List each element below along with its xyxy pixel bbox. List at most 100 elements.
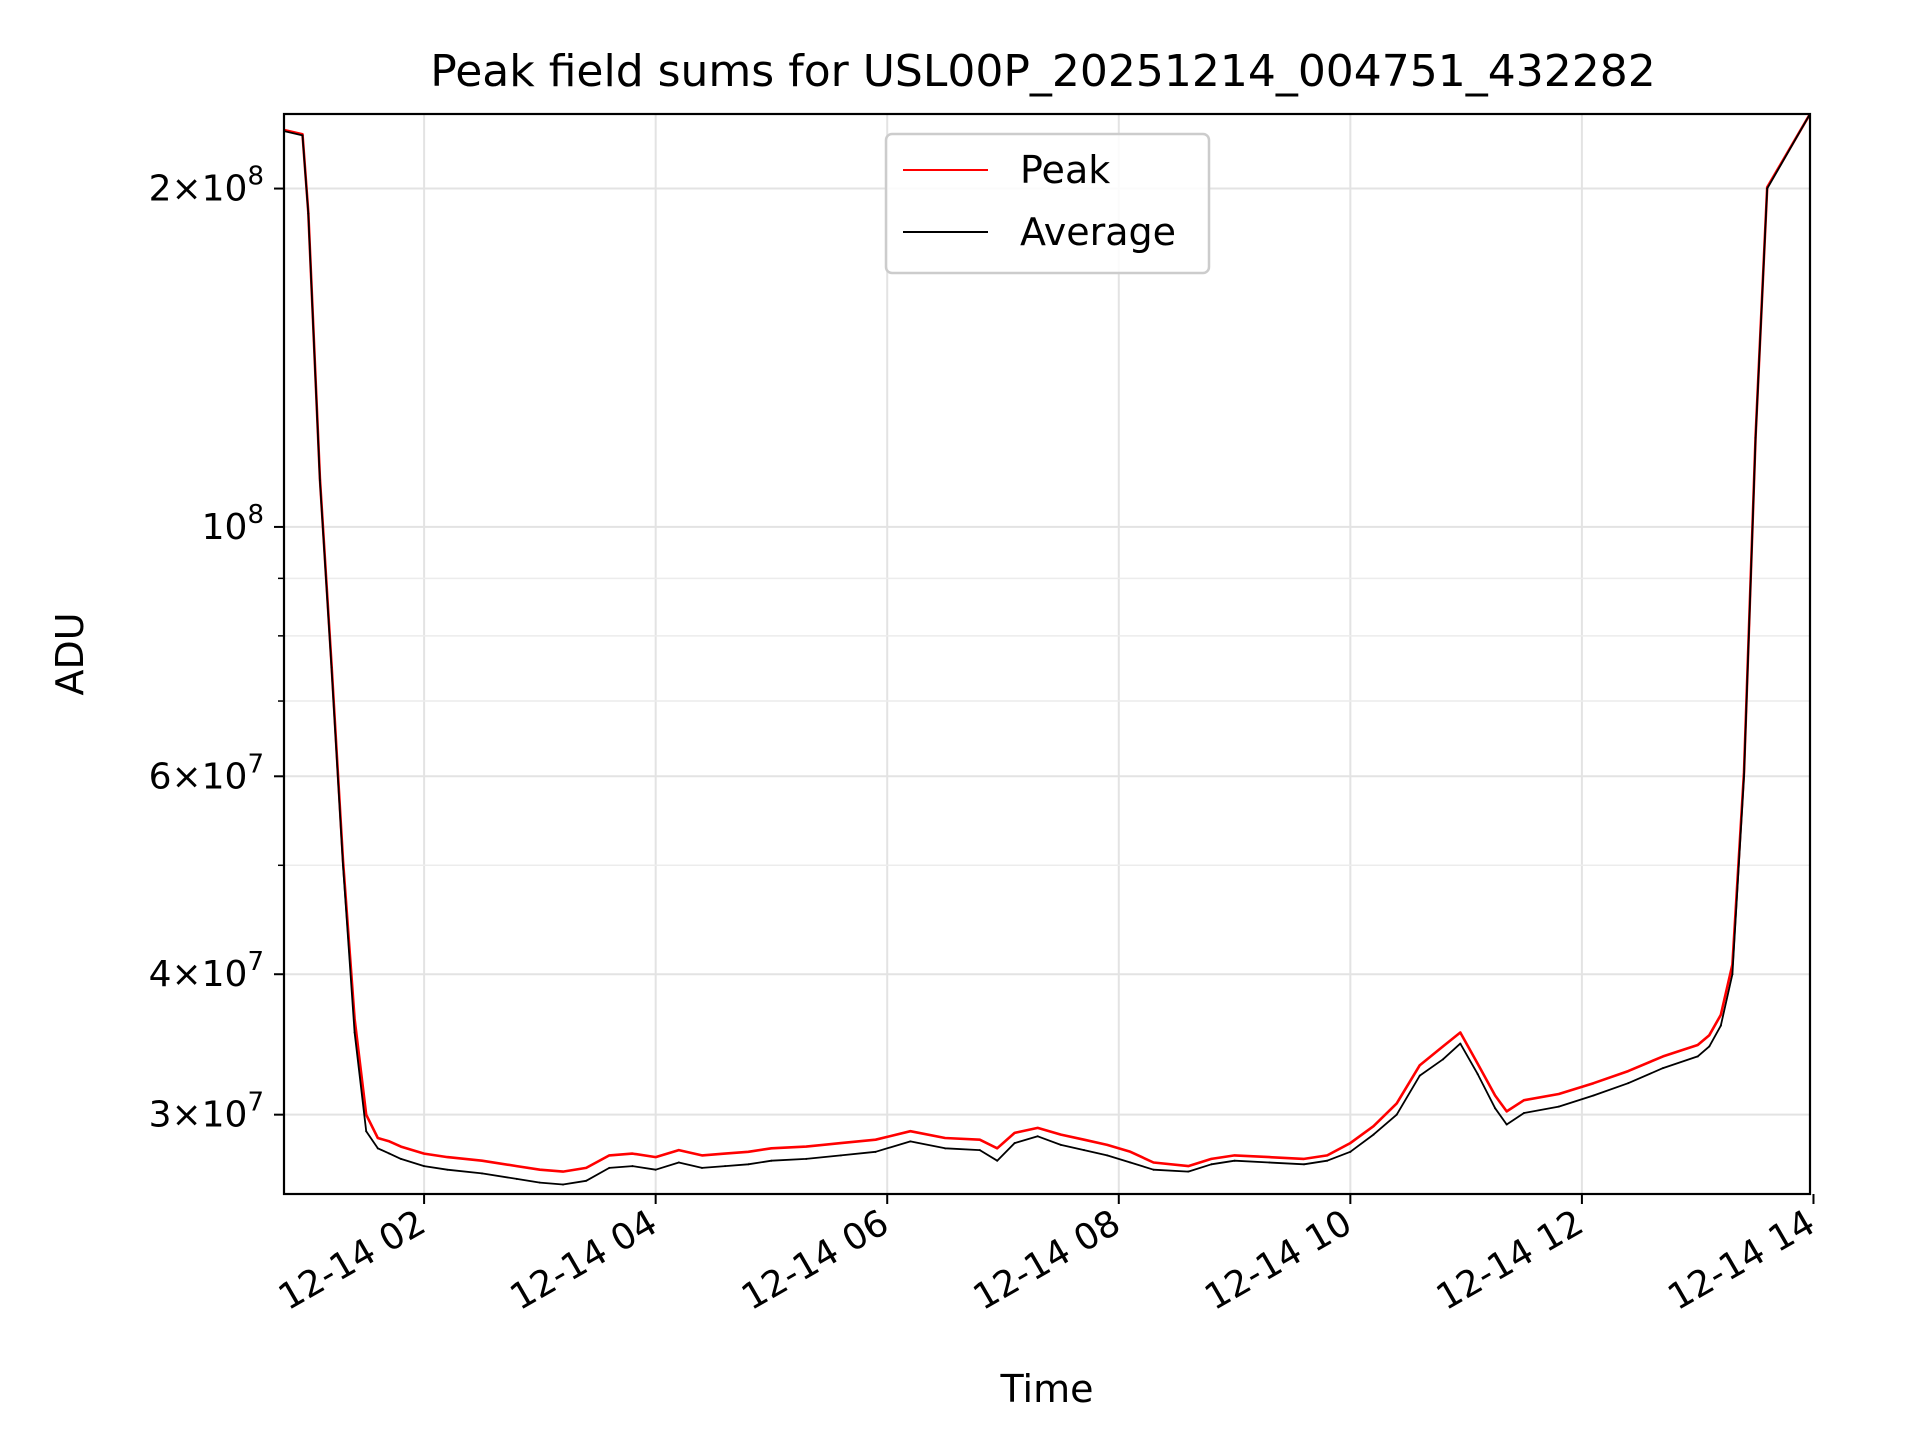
legend-average-label: Average [1020,210,1176,254]
series-peak-point [770,1147,773,1150]
series-peak-point [399,1145,402,1148]
plot-frame [282,112,1812,1196]
series-average-point [1557,1105,1560,1108]
series-average-point [909,1140,912,1143]
series-peak-point [480,1159,483,1162]
series-peak-point [1349,1142,1352,1145]
series-peak-point [805,1145,808,1148]
series-peak-point [1152,1161,1155,1164]
series-peak-point [631,1152,634,1155]
y-tick-exponent: 7 [247,947,264,977]
series-average-line [284,114,1810,1186]
series-average-point [1719,1024,1722,1027]
y-tick-label: 2×108 [149,162,264,210]
series-average-point [376,1147,379,1150]
series-average-point [446,1168,449,1171]
series-average-point [1059,1143,1062,1146]
series-layer [284,114,1810,1186]
series-peak-point [376,1136,379,1139]
series-average-point [1372,1133,1375,1136]
series-peak-point [724,1152,727,1155]
series-average-point [1233,1159,1236,1162]
series-average-point [562,1183,565,1186]
series-average-point [1395,1113,1398,1116]
series-average-point [1766,187,1769,190]
series-peak-point [388,1140,391,1143]
series-peak-point [1441,1045,1444,1048]
series-average-point [318,479,321,482]
series-average-point [677,1161,680,1164]
y-tick-label: 108 [202,500,264,548]
series-peak-point [1210,1157,1213,1160]
y-tick-exponent: 7 [247,749,264,779]
series-average-point [1441,1058,1444,1061]
series-peak-point [515,1165,518,1168]
series-peak-point [978,1138,981,1141]
series-average-point [1696,1055,1699,1058]
series-peak-point [1083,1138,1086,1141]
series-peak-point [1036,1126,1039,1129]
series-average-point [724,1165,727,1168]
series-average-point [608,1166,611,1169]
series-average-point [978,1149,981,1152]
series-average-point [1459,1042,1462,1045]
series-peak-point [874,1138,877,1141]
legend: Peak Average [884,132,1211,275]
series-peak-point [1719,1013,1722,1016]
series-average-point [538,1181,541,1184]
series-peak-point [1592,1082,1595,1085]
series-average-point [1523,1112,1526,1115]
series-peak-point [1708,1034,1711,1037]
series-peak-point [1013,1131,1016,1134]
series-average-point [1187,1170,1190,1173]
y-tick-exponent: 8 [247,500,264,530]
y-tick-exponent: 7 [247,1088,264,1118]
series-average-point [330,666,333,669]
series-peak-point [1523,1099,1526,1102]
series-average-point [1627,1082,1630,1085]
series-peak-point [562,1170,565,1173]
y-tick-label: 4×107 [149,947,264,995]
series-average-point [1326,1159,1329,1162]
series-average-point [1661,1067,1664,1070]
series-peak-point [1059,1133,1062,1136]
series-average-point [1106,1154,1109,1157]
series-peak-point [1326,1154,1329,1157]
series-peak-point [909,1130,912,1133]
series-average-point [700,1166,703,1169]
y-axis-label: ADU [48,612,92,695]
series-peak-point [1476,1062,1479,1065]
series-average-point [839,1154,842,1157]
series-peak-point [1106,1143,1109,1146]
series-peak-point [1459,1031,1462,1034]
series-average-point [342,864,345,867]
series-peak-point [839,1142,842,1145]
series-peak-point [1395,1102,1398,1105]
series-average-point [1152,1168,1155,1171]
y-tick-label: 6×107 [149,749,264,797]
series-average-point [1743,775,1746,778]
series-average-point [1210,1163,1213,1166]
series-peak-point [700,1154,703,1157]
series-average-point [365,1130,368,1133]
series-average-point [1708,1045,1711,1048]
series-average-point [654,1168,657,1171]
series-peak-point [1627,1070,1630,1073]
series-average-point [307,212,310,215]
series-average-point [1013,1142,1016,1145]
series-average-point [301,134,304,137]
series-average-point [805,1157,808,1160]
series-peak-point [1268,1156,1271,1159]
series-average-point [1418,1074,1421,1077]
series-peak-point [1696,1044,1699,1047]
series-average-point [631,1165,634,1168]
series-average-point [515,1177,518,1180]
series-average-point [1505,1123,1508,1126]
series-peak-point [996,1147,999,1150]
series-peak-point [1557,1092,1560,1095]
series-average-point [747,1163,750,1166]
series-average-point [1494,1107,1497,1110]
series-peak-point [365,1113,368,1116]
